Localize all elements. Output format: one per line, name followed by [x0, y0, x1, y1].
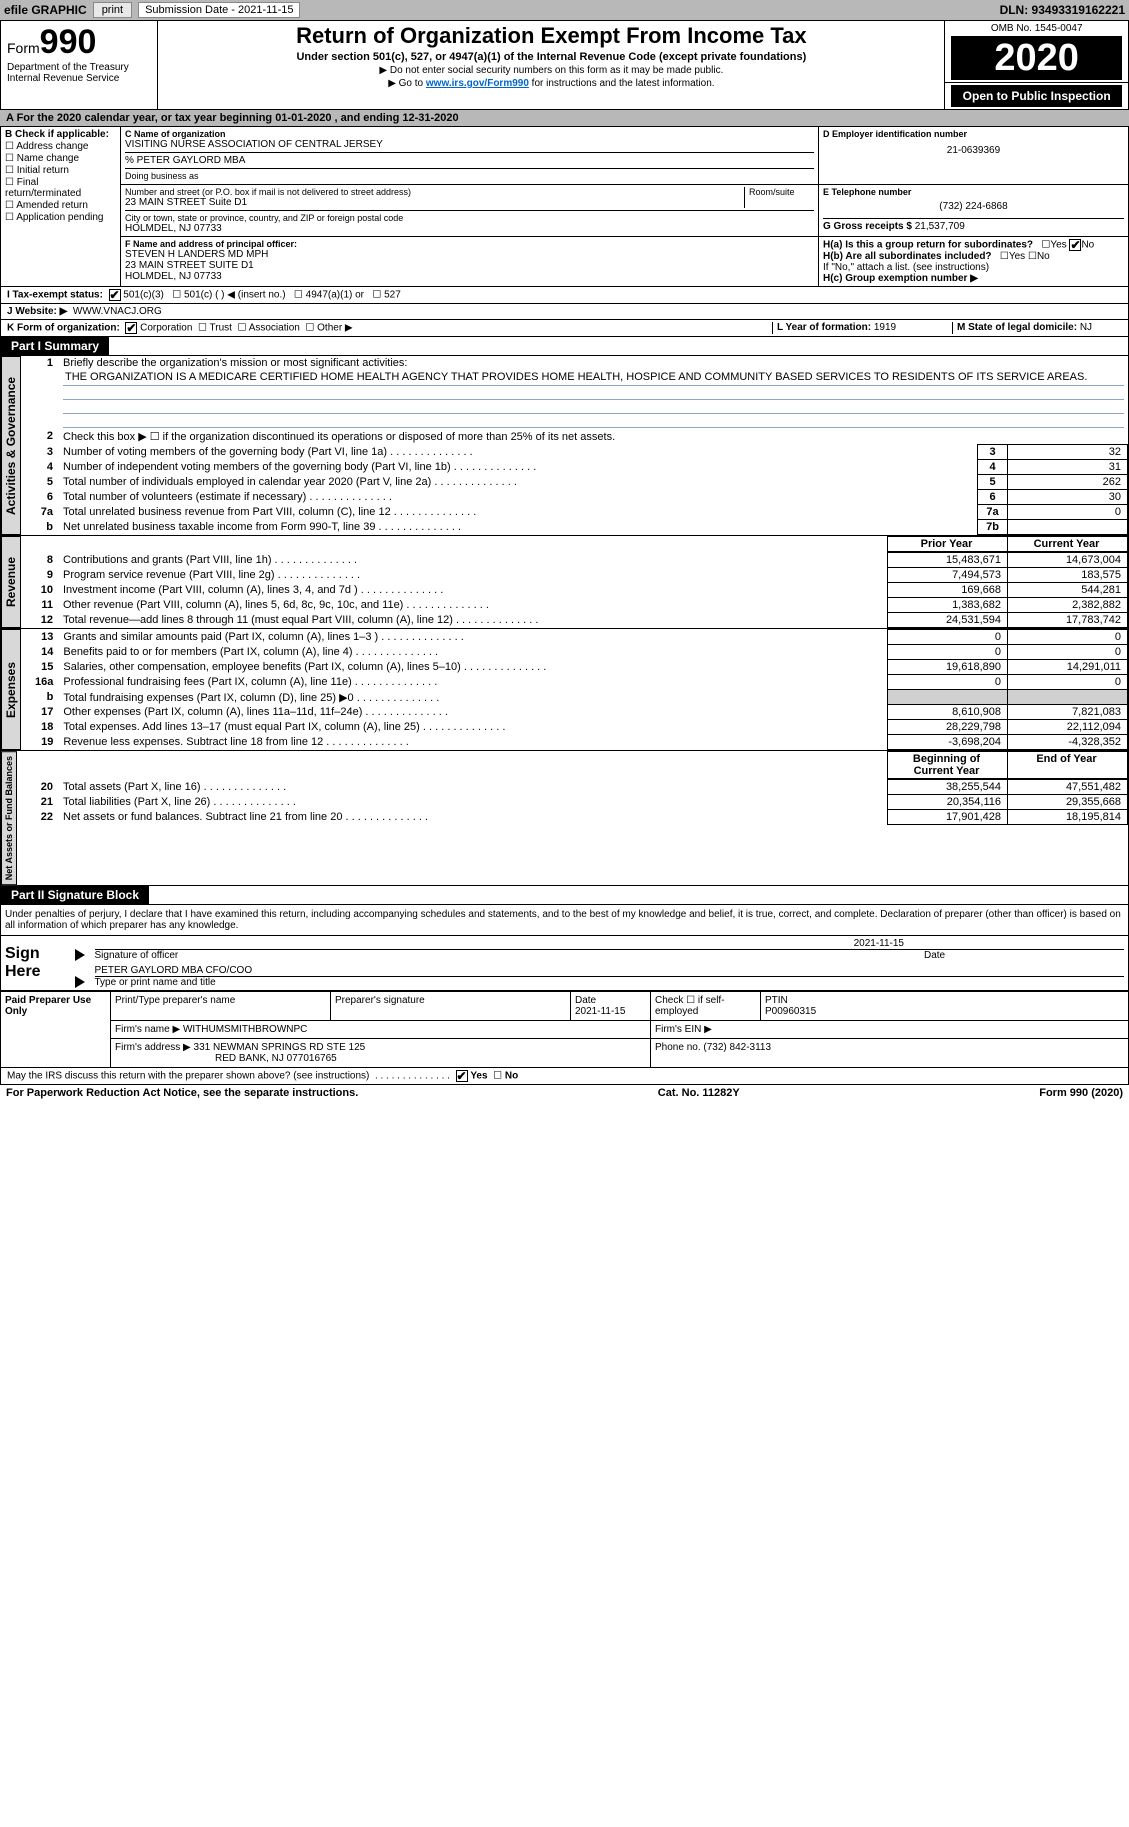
row-a-tax-year: A For the 2020 calendar year, or tax yea…: [0, 110, 1129, 126]
e-phone-label: E Telephone number: [823, 187, 1124, 197]
irs-link[interactable]: www.irs.gov/Form990: [426, 78, 529, 89]
city-state-zip: HOLMDEL, NJ 07733: [125, 223, 814, 234]
part1-header: Part I Summary: [1, 337, 109, 355]
ein-value: 21-0639369: [823, 139, 1124, 162]
arrow-icon: [75, 949, 85, 961]
chk-501c3[interactable]: [109, 289, 121, 301]
vlabel-expenses: Expenses: [1, 629, 21, 750]
gross-receipts: 21,537,709: [915, 221, 965, 232]
discuss-row: May the IRS discuss this return with the…: [0, 1068, 1129, 1085]
website-value: WWW.VNACJ.ORG: [73, 306, 162, 317]
submission-date: Submission Date - 2021-11-15: [138, 2, 300, 18]
form-subtitle: Under section 501(c), 527, or 4947(a)(1)…: [164, 51, 938, 63]
org-name: VISITING NURSE ASSOCIATION OF CENTRAL JE…: [125, 139, 814, 150]
identity-block: B Check if applicable: ☐ Address change …: [0, 126, 1129, 287]
vlabel-revenue: Revenue: [1, 536, 21, 628]
tax-year: 2020: [951, 37, 1122, 80]
print-button[interactable]: print: [93, 2, 132, 18]
dln-label: DLN: 93493319162221: [1000, 3, 1125, 17]
declaration-text: Under penalties of perjury, I declare th…: [0, 905, 1129, 936]
street-address: 23 MAIN STREET Suite D1: [125, 197, 744, 208]
omb-number: OMB No. 1545-0047: [951, 23, 1122, 37]
care-of: % PETER GAYLORD MBA: [125, 152, 814, 166]
firm-name: WITHUMSMITHBROWNPC: [183, 1024, 307, 1035]
vlabel-netassets: Net Assets or Fund Balances: [1, 751, 17, 885]
d-ein-label: D Employer identification number: [823, 129, 1124, 139]
form-number: Form990: [7, 23, 151, 62]
ptin-value: P00960315: [765, 1006, 816, 1017]
public-inspection: Open to Public Inspection: [951, 85, 1122, 107]
row-k-l-m: K Form of organization: Corporation ☐ Tr…: [0, 320, 1129, 337]
officer-street: 23 MAIN STREET SUITE D1: [125, 260, 814, 271]
row-i-status: I Tax-exempt status: 501(c)(3) ☐ 501(c) …: [0, 287, 1129, 304]
note-ssn: ▶ Do not enter social security numbers o…: [164, 65, 938, 76]
firm-address: 331 NEWMAN SPRINGS RD STE 125: [194, 1042, 366, 1053]
chk-pending[interactable]: ☐ Application pending: [5, 212, 116, 223]
form-title: Return of Organization Exempt From Incom…: [164, 23, 938, 49]
part2-header: Part II Signature Block: [1, 886, 149, 904]
paid-preparer-block: Paid Preparer Use Only Print/Type prepar…: [0, 991, 1129, 1068]
chk-amended[interactable]: ☐ Amended return: [5, 200, 116, 211]
row-j-website: J Website: ▶ WWW.VNACJ.ORG: [0, 304, 1129, 320]
officer-city: HOLMDEL, NJ 07733: [125, 271, 814, 282]
top-toolbar: efile GRAPHIC print Submission Date - 20…: [0, 0, 1129, 20]
mission-text: THE ORGANIZATION IS A MEDICARE CERTIFIED…: [63, 369, 1124, 386]
prep-phone: (732) 842-3113: [703, 1042, 771, 1053]
sig-date: 2021-11-15: [95, 938, 1125, 949]
sign-here-label: Sign Here: [1, 936, 71, 991]
dept-label: Department of the Treasury Internal Reve…: [7, 62, 151, 84]
officer-name: STEVEN H LANDERS MD MPH: [125, 249, 814, 260]
h-c: H(c) Group exemption number ▶: [823, 273, 1124, 284]
chk-final[interactable]: ☐ Final return/terminated: [5, 177, 116, 199]
officer-name-title: PETER GAYLORD MBA CFO/COO: [95, 965, 1125, 976]
ha-no-checked[interactable]: [1069, 239, 1081, 251]
arrow-icon: [75, 976, 85, 988]
vlabel-governance: Activities & Governance: [1, 356, 21, 535]
paid-prep-label: Paid Preparer Use Only: [1, 992, 111, 1068]
h-a: H(a) Is this a group return for subordin…: [823, 239, 1124, 251]
h-b-note: If "No," attach a list. (see instruction…: [823, 262, 1124, 273]
chk-corp[interactable]: [125, 322, 137, 334]
chk-name[interactable]: ☐ Name change: [5, 153, 116, 164]
chk-initial[interactable]: ☐ Initial return: [5, 165, 116, 176]
form-header: Form990 Department of the Treasury Inter…: [0, 20, 1129, 110]
note-goto: ▶ Go to www.irs.gov/Form990 for instruct…: [164, 78, 938, 89]
chk-address[interactable]: ☐ Address change: [5, 141, 116, 152]
discuss-yes[interactable]: [456, 1070, 468, 1082]
c-name-label: C Name of organization: [125, 129, 814, 139]
check-b-title: B Check if applicable:: [5, 129, 116, 140]
page-footer: For Paperwork Reduction Act Notice, see …: [0, 1085, 1129, 1101]
h-b: H(b) Are all subordinates included? ☐Yes…: [823, 251, 1124, 262]
phone-value: (732) 224-6868: [823, 197, 1124, 216]
efile-label: efile GRAPHIC: [4, 3, 87, 17]
